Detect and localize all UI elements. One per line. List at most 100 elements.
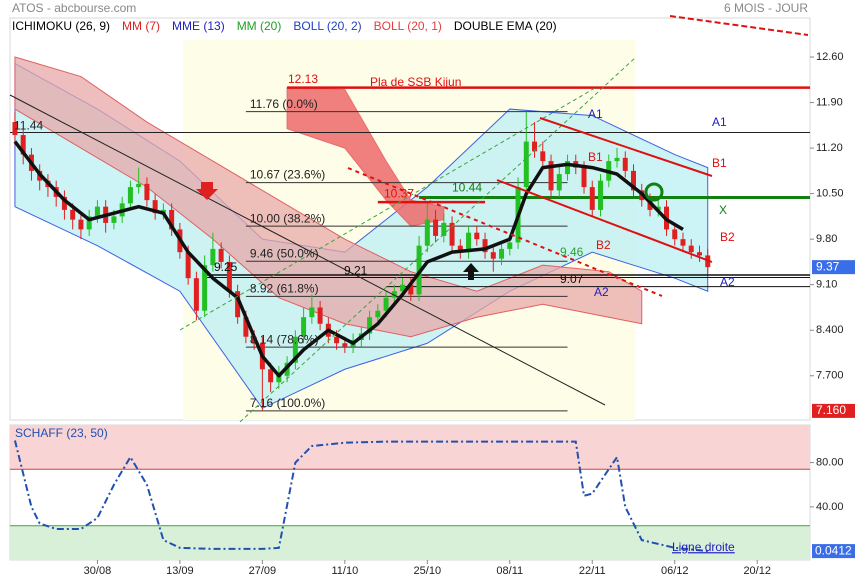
candle-body [672,229,678,240]
legend-entry: ICHIMOKU (26, 9) [12,19,110,33]
last-price-label: 9.37 [816,259,840,273]
fib-label: 9.46 (50.0%) [250,246,319,260]
candle-body [218,248,224,262]
candle-body [226,261,232,292]
annotation: A2 [720,275,735,289]
x-tick-label: 11/10 [331,565,358,577]
x-tick-label: 13/09 [166,565,194,577]
x-tick-label: 22/11 [579,565,606,577]
level-label: 11.44 [14,119,43,133]
fib-label: 7.16 (100.0%) [250,396,325,410]
candle-body [433,219,439,236]
front-layer: 11.76 (0.0%) 10.67 (23.6%) 10.00 (38.2%) 9.… [9,15,855,559]
candle-body [127,187,133,204]
candle-body [424,219,430,246]
candle-body [152,200,158,214]
candle-body [647,200,653,210]
level-label: 9.21 [344,264,368,278]
channel-line [669,15,809,36]
level-label: 9.25 [214,260,238,274]
candle-body [193,278,199,311]
candle-body [598,180,604,210]
annotation: Pla de SSB Kijun [370,75,461,89]
signal-circle [644,182,664,202]
candle-body [622,157,628,171]
annotation: B2 [720,230,735,244]
candle-body [408,284,414,295]
channel-line [179,87,596,331]
legend-entry: BOLL (20, 2) [293,19,361,33]
annotation: 9.46 [560,245,584,259]
candle-body [400,284,406,292]
candle-body [449,222,455,246]
y-tick-label: 12.60 [816,51,844,63]
level-label: 10.37 [384,186,414,200]
candle-body [268,369,274,383]
candle-body [94,206,100,217]
background-layer [9,17,814,564]
candle-body [185,252,191,279]
level-label: 12.13 [288,72,318,86]
y-tick-label: 11.90 [816,96,843,108]
x-tick-label: 25/10 [414,565,442,577]
candle-body [565,161,571,175]
candle-body [589,187,595,210]
candle-body [457,245,463,253]
candle-body [334,336,340,344]
candle-body [391,291,397,298]
candle-body [523,141,529,188]
annotation: B1 [712,156,727,170]
y-tick-label: 9.80 [816,233,837,245]
y-tick-label: 80.00 [816,457,844,469]
y-tick-label: 7.700 [816,370,844,382]
indicator-line [13,140,684,378]
x-tick-label: 20/12 [743,565,771,577]
candle-body [301,317,307,337]
last-price-box [812,260,855,275]
legend-entry: BOLL (20, 1) [374,19,442,33]
fib-label: 11.76 (0.0%) [250,97,318,111]
channel-line [539,117,713,177]
candle-body [474,232,480,240]
channel-line [239,56,637,423]
candle-body [482,239,488,253]
candle-body [70,209,76,220]
source: ATOS - abcbourse.com [12,1,136,15]
x-tick-label: 06/12 [661,565,689,577]
mid-layer [10,86,810,553]
x-tick-label: 08/11 [496,565,523,577]
candle-body [696,252,702,256]
x-tick-label: 30/08 [84,565,112,577]
low-label: 7.160 [816,403,846,417]
candle-body [441,222,447,236]
candle-body [383,297,389,311]
x-tick-label: 27/09 [249,565,277,577]
candle-body [276,375,282,383]
oscillator-title: SCHAFF (23, 50) [15,426,108,440]
candle-body [688,245,694,253]
candle-body [490,252,496,259]
down-arrow [196,182,218,200]
candle-body [86,216,92,230]
channel-line [347,167,663,297]
legend-entry: MM (7) [122,19,160,33]
candle-body [655,206,661,210]
last-value-box [812,544,855,559]
candle-body [12,122,18,136]
legend-entry: DOUBLE EMA (20) [454,19,557,33]
candle-body [466,232,472,253]
zone [10,425,810,470]
candle-body [631,170,637,191]
annotation: B1 [588,150,603,164]
legend-entry: MM (20) [237,19,282,33]
candle-body [614,157,620,162]
candle-body [144,183,150,201]
candle-body [78,219,84,230]
candle-body [499,248,505,259]
annotation: A2 [594,285,609,299]
annotation: X [719,203,727,217]
band [14,56,643,338]
candle-body [292,336,298,363]
candle-body [243,317,249,337]
